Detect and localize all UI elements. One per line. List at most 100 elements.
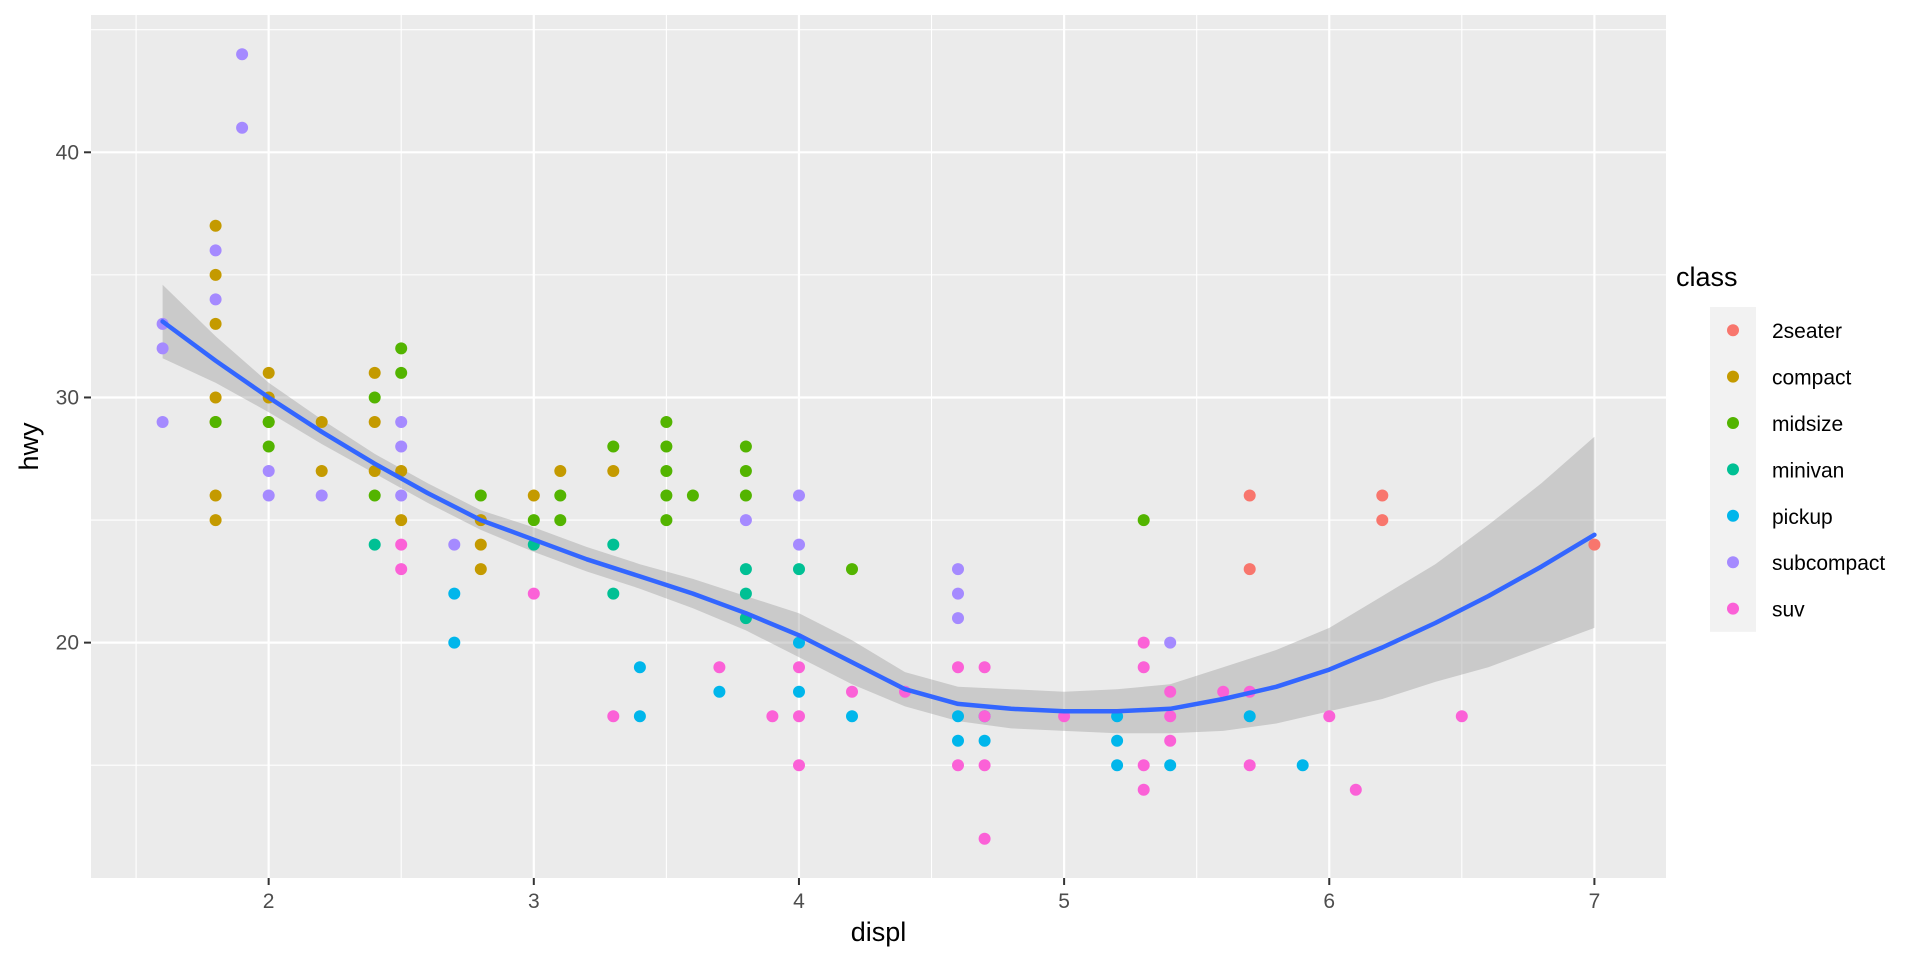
data-point-subcompact [793,489,805,502]
legend: class 2seater compact midsize minivan pickup… [1676,262,1885,632]
data-point-minivan [793,563,805,576]
data-points [156,48,1601,845]
data-point-pickup [1111,759,1124,772]
data-point-suv [395,538,408,551]
plot-panel [91,15,1666,878]
data-point-midsize [554,489,567,502]
data-point-compact [368,366,381,379]
data-point-suv [1164,734,1177,747]
data-point-2seater [1243,563,1256,576]
data-point-suv [607,710,620,723]
smooth-curve [160,319,1597,714]
data-point-2seater [1243,489,1256,502]
data-point-compact [209,489,222,502]
data-point-minivan [739,587,752,600]
data-point-2seater [1376,514,1389,527]
data-point-subcompact [156,416,169,428]
legend-key-2seater [1727,324,1739,337]
data-point-subcompact [952,563,964,576]
data-point-suv [1137,636,1150,649]
data-point-suv [1164,710,1177,723]
data-point-compact [527,489,540,502]
data-point-midsize [1137,514,1150,527]
legend-label-pickup: pickup [1772,506,1833,529]
data-point-subcompact [793,538,805,551]
x-tick-label: 3 [528,890,540,913]
data-point-subcompact [395,416,408,428]
data-point-pickup [1296,759,1309,772]
data-point-subcompact [395,489,408,502]
data-point-subcompact [952,612,964,625]
data-point-midsize [660,440,673,453]
data-point-pickup [952,710,964,723]
data-point-midsize [395,342,408,355]
x-tick-label: 7 [1589,890,1601,913]
data-point-subcompact [395,440,408,453]
x-tick-label: 2 [263,890,275,913]
data-point-suv [978,710,991,723]
legend-label-minivan: minivan [1772,459,1844,482]
data-point-midsize [739,465,752,477]
data-point-midsize [262,416,275,428]
data-point-pickup [633,661,646,674]
data-point-subcompact [209,244,222,257]
data-point-midsize [262,440,275,453]
data-point-suv [527,587,540,600]
data-point-midsize [395,366,408,379]
legend-key-pickup [1727,509,1739,522]
data-point-midsize [739,440,752,453]
confidence-ribbon [162,284,1595,734]
data-point-compact [209,219,222,232]
data-point-compact [607,465,620,477]
data-point-pickup [713,685,726,698]
data-point-compact [474,538,487,551]
data-point-compact [474,563,487,576]
data-point-compact [262,366,275,379]
data-point-midsize [368,391,381,404]
data-point-suv [793,759,805,772]
data-point-suv [1137,783,1150,796]
data-point-pickup [793,636,805,649]
confidence-band [162,284,1595,734]
data-point-suv [978,759,991,772]
x-axis: 2 3 4 5 6 7 [263,878,1600,913]
data-point-midsize [686,489,699,502]
legend-keys: 2seater compact midsize minivan pickup subcom… [1710,307,1885,632]
data-point-midsize [368,489,381,502]
data-point-compact [395,465,408,477]
data-point-suv [1137,661,1150,674]
data-point-2seater [1376,489,1389,502]
data-point-midsize [660,489,673,502]
data-point-pickup [1111,734,1124,747]
data-point-pickup [448,587,461,600]
data-point-compact [209,391,222,404]
data-point-compact [315,416,328,428]
data-point-pickup [1164,759,1177,772]
data-point-suv [846,685,858,698]
data-point-subcompact [952,587,964,600]
data-point-minivan [739,563,752,576]
data-point-suv [1243,759,1256,772]
data-point-minivan [607,587,620,600]
data-point-subcompact [209,293,222,306]
y-tick-label: 20 [56,632,79,655]
legend-key-compact [1727,370,1739,383]
data-point-compact [395,514,408,527]
data-point-suv [952,759,964,772]
data-point-compact [209,514,222,527]
data-point-midsize [739,489,752,502]
data-point-subcompact [236,48,249,61]
data-point-midsize [527,514,540,527]
smooth-line [160,319,1597,714]
legend-label-2seater: 2seater [1772,320,1842,343]
data-point-subcompact [739,514,752,527]
data-point-suv [1455,710,1468,723]
legend-key-minivan [1727,463,1739,476]
legend-key-suv [1727,602,1739,615]
data-point-2seater [1588,538,1601,551]
data-point-pickup [448,636,461,649]
data-point-minivan [607,538,620,551]
y-tick-label: 40 [56,141,79,164]
data-point-midsize [554,514,567,527]
